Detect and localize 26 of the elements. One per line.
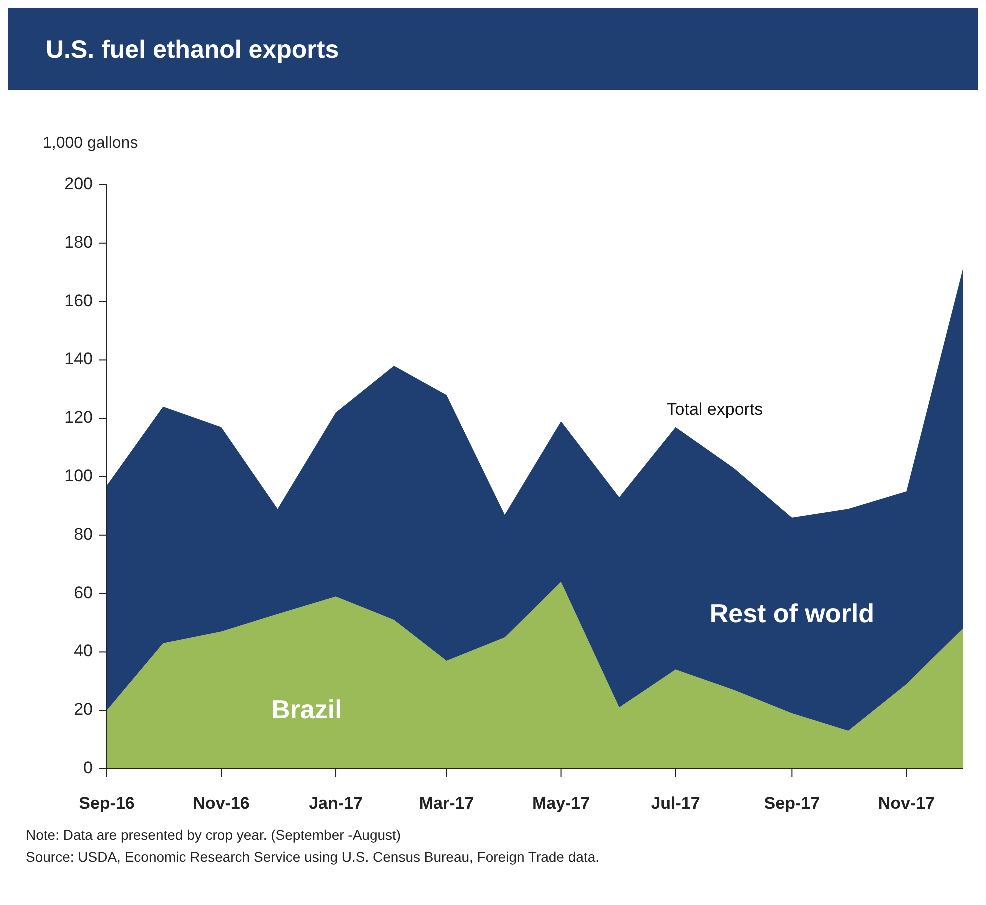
y-tick-label: 100 <box>64 466 93 486</box>
text: Note: Data are presented by crop year. (September -August) <box>26 827 402 843</box>
y-tick-label: 140 <box>64 350 93 369</box>
source-note: Source: USDA, Economic Research Service using U.S. Census Bureau, Foreign Trade data. <box>26 849 600 865</box>
y-tick-label: 60 <box>74 583 93 602</box>
y-tick-label: 160 <box>64 291 93 310</box>
series-label: Brazil <box>272 694 342 725</box>
series-label: Rest of world <box>710 598 875 629</box>
x-tick-label: Mar-17 <box>419 794 474 813</box>
annotation: Total exports <box>666 400 764 419</box>
x-tick-label: Sep-17 <box>764 794 820 813</box>
chart-title: U.S. fuel ethanol exports <box>46 36 340 64</box>
y-tick-label: 200 <box>64 174 93 194</box>
y-tick-label: 40 <box>74 642 93 661</box>
y-tick-label: 0 <box>84 758 93 778</box>
x-tick-label: Jan-17 <box>309 794 363 813</box>
y-axis-title: 1,000 gallons <box>43 135 138 152</box>
y-tick-label: 20 <box>74 700 93 720</box>
x-tick-label: Jul-17 <box>651 794 700 813</box>
y-tick-label: 180 <box>64 232 93 252</box>
y-tick-label: 120 <box>64 408 93 428</box>
x-tick-label: Nov-17 <box>878 794 936 813</box>
y-tick-label: 80 <box>74 524 93 544</box>
x-tick-label: Nov-16 <box>193 794 250 813</box>
x-tick-label: Sep-16 <box>79 794 135 813</box>
x-tick-label: May-17 <box>532 794 590 813</box>
